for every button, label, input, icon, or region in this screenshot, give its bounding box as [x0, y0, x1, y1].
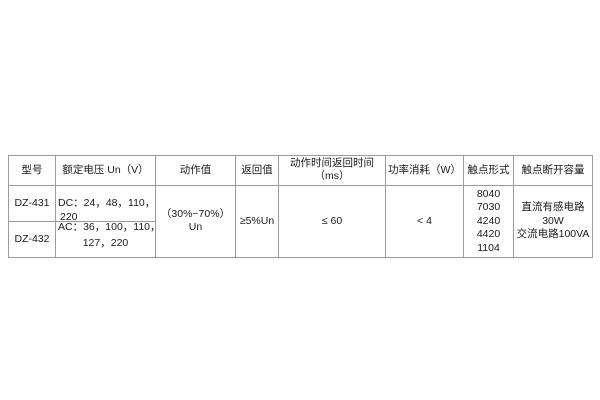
header-contact-form: 触点形式: [463, 155, 514, 186]
cell-contact-forms: 8040 7030 4240 4420 1104: [463, 184, 514, 259]
voltage-ac-line2: 127，220: [82, 236, 129, 249]
cell-dropout-value: ≥5%Un: [235, 184, 279, 259]
table-row: DZ-431 DC：24，48，110， 220 （30%~70%）Un ≥5%…: [8, 184, 593, 259]
cell-voltage-dz432: AC：36，100，110， 127，220: [55, 220, 161, 259]
voltage-dc-line1: DC：24，48，110，: [58, 197, 156, 210]
header-rated-voltage: 额定电压 Un（V）: [55, 155, 156, 186]
cell-model-dz431: DZ-431: [8, 184, 56, 222]
table-row: DZ-432 AC：36，100，110， 127，220: [8, 220, 593, 259]
voltage-text-ac: AC：36，100，110， 127，220: [58, 221, 161, 253]
breaking-capacity-ac: 交流电路100VA: [516, 228, 590, 241]
table-header-row: 型号 额定电压 Un（V） 动作值 返回值 动作时间返回时间（ms） 功率消耗（…: [8, 155, 593, 186]
voltage-ac-line1: AC：36，100，110，: [58, 221, 161, 234]
header-dropout-value: 返回值: [235, 155, 279, 186]
cell-breaking-capacity: 直流有感电路30W 交流电路100VA: [513, 184, 593, 259]
relay-specification-table: 型号 额定电压 Un（V） 动作值 返回值 动作时间返回时间（ms） 功率消耗（…: [8, 155, 593, 259]
breaking-capacity-dc: 直流有感电路30W: [521, 201, 585, 227]
cell-model-dz432: DZ-432: [8, 220, 56, 259]
cell-operate-release-time: ≤ 60: [278, 184, 386, 259]
header-operate-release-time: 动作时间返回时间（ms）: [278, 155, 386, 186]
cell-pickup-value: （30%~70%）Un: [155, 184, 236, 259]
header-breaking-capacity: 触点断开容量: [513, 155, 593, 186]
contact-form-item: 4240: [476, 214, 501, 227]
contact-form-item: 8040: [476, 187, 501, 200]
contact-form-item: 4420: [476, 228, 501, 241]
header-model: 型号: [8, 155, 56, 186]
header-pickup-value: 动作值: [155, 155, 236, 186]
cell-power-consumption: < 4: [385, 184, 464, 259]
cell-voltage-dz431: DC：24，48，110， 220: [55, 184, 156, 223]
spec-table-container: 型号 额定电压 Un（V） 动作值 返回值 动作时间返回时间（ms） 功率消耗（…: [8, 155, 593, 259]
contact-form-item: 7030: [476, 201, 501, 214]
contact-form-item: 1104: [477, 241, 500, 254]
header-power-consumption: 功率消耗（W）: [385, 155, 464, 186]
voltage-dc-line2: 220: [60, 211, 78, 224]
voltage-text-dc: DC：24，48，110， 220: [58, 196, 156, 223]
